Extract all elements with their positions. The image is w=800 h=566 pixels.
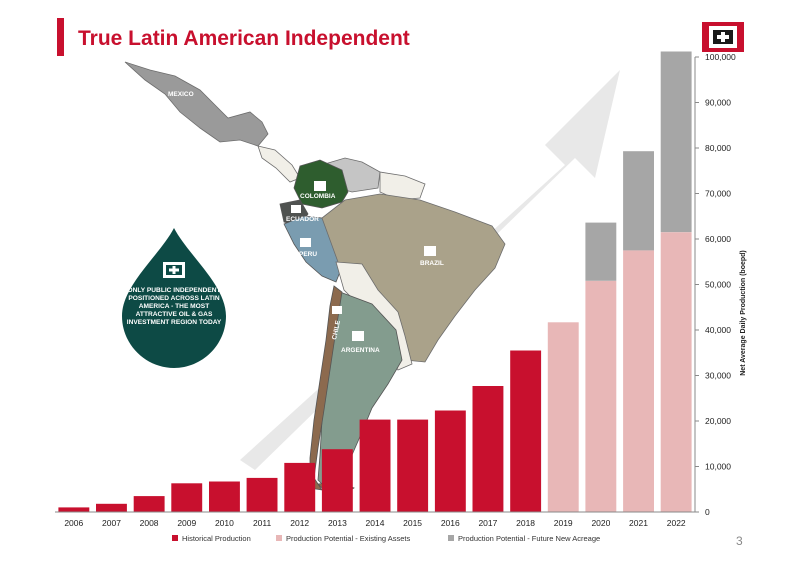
bar-2016-series-0 — [434, 410, 466, 512]
map-labels: MEXICO COLOMBIA ECUADOR PERU BRAZIL CHIL… — [168, 91, 444, 354]
bar-2020-series-1 — [585, 280, 617, 512]
bar-2010-series-0 — [209, 481, 240, 512]
bar-2021-series-1 — [623, 250, 654, 512]
callout-droplet — [122, 228, 226, 368]
label-brazil: BRAZIL — [420, 260, 444, 267]
label-chile: CHILE — [331, 319, 342, 340]
y-tick-label: 30,000 — [705, 371, 731, 381]
bar-2020-series-2 — [585, 222, 617, 281]
title-accent-bar — [57, 18, 64, 56]
y-tick-label: 100,000 — [705, 52, 736, 62]
x-tick-label-2014: 2014 — [366, 518, 385, 528]
bar-2022-series-1 — [660, 232, 692, 512]
peru-marker-icon — [300, 238, 311, 247]
bar-2007-series-0 — [96, 503, 127, 512]
x-tick-label-2021: 2021 — [629, 518, 648, 528]
map-mexico — [124, 61, 269, 147]
y-tick-label: 40,000 — [705, 325, 731, 335]
bar-2022-series-2 — [660, 51, 692, 233]
bar-2009-series-0 — [171, 483, 203, 512]
callout-text: ONLY PUBLIC INDEPENDENT POSITIONED ACROS… — [126, 287, 222, 326]
page-title: True Latin American Independent — [78, 27, 410, 50]
y-tick-label: 80,000 — [705, 143, 731, 153]
label-ecuador: ECUADOR — [286, 216, 319, 223]
bar-2006-series-0 — [58, 507, 90, 512]
bar-2018-series-0 — [510, 350, 542, 512]
x-tick-label-2012: 2012 — [290, 518, 309, 528]
x-tick-label-2017: 2017 — [478, 518, 497, 528]
y-tick-label: 50,000 — [705, 280, 731, 290]
bar-2021-series-2 — [623, 151, 654, 251]
y-axis-tick-labels: 0 10,000 20,000 30,000 40,000 50,000 60,000 70,… — [695, 52, 736, 517]
bar-2019-series-1 — [547, 322, 579, 512]
x-tick-label-2016: 2016 — [441, 518, 460, 528]
latin-america-map — [124, 61, 506, 495]
bar-2008-series-0 — [133, 496, 165, 512]
bar-2012-series-0 — [284, 462, 316, 512]
company-logo-icon — [702, 22, 744, 52]
legend-swatch-2 — [448, 535, 454, 541]
x-tick-label-2008: 2008 — [140, 518, 159, 528]
argentina-marker-icon — [352, 331, 364, 341]
label-mexico: MEXICO — [168, 91, 194, 98]
legend-swatch-0 — [172, 535, 178, 541]
x-axis-tick-labels: 2006 2007 2008 2009 2010 2011 2012 2013 2014 2015… — [64, 518, 686, 528]
label-peru: PERU — [299, 251, 317, 258]
y-tick-label: 20,000 — [705, 416, 731, 426]
bar-2015-series-0 — [397, 419, 429, 512]
bar-2017-series-0 — [472, 386, 504, 512]
page-number: 3 — [736, 534, 743, 548]
x-tick-label-2006: 2006 — [64, 518, 83, 528]
ecuador-marker-icon — [291, 205, 301, 213]
bar-2013-series-0 — [321, 449, 353, 512]
y-tick-label: 70,000 — [705, 189, 731, 199]
x-tick-label-2007: 2007 — [102, 518, 121, 528]
x-tick-label-2011: 2011 — [253, 518, 272, 528]
legend-swatch-1 — [276, 535, 282, 541]
map-central-america — [257, 145, 301, 183]
chart-legend: Historical Production Production Potentia… — [172, 534, 600, 543]
brazil-marker-icon — [424, 246, 436, 256]
y-tick-label: 90,000 — [705, 98, 731, 108]
x-tick-label-2018: 2018 — [516, 518, 535, 528]
legend-label-2: Production Potential - Future New Acreag… — [458, 534, 600, 543]
x-tick-label-2009: 2009 — [177, 518, 196, 528]
y-axis-label: Net Average Daily Production (boepd) — [740, 250, 747, 376]
x-tick-label-2019: 2019 — [554, 518, 573, 528]
label-argentina: ARGENTINA — [341, 347, 380, 354]
bar-2011-series-0 — [246, 477, 278, 512]
droplet-logo-icon — [163, 262, 185, 278]
growth-arrow — [240, 70, 620, 470]
x-tick-label-2010: 2010 — [215, 518, 234, 528]
y-tick-label: 60,000 — [705, 234, 731, 244]
x-tick-label-2013: 2013 — [328, 518, 347, 528]
y-tick-label: 0 — [705, 507, 710, 517]
bar-series-group — [58, 51, 692, 512]
map-guianas — [379, 171, 426, 201]
label-colombia: COLOMBIA — [300, 193, 336, 200]
y-tick-label: 10,000 — [705, 462, 731, 472]
colombia-marker-icon — [314, 181, 326, 191]
legend-label-0: Historical Production — [182, 534, 251, 543]
chile-marker-icon — [332, 306, 342, 314]
x-tick-label-2022: 2022 — [667, 518, 686, 528]
bar-2014-series-0 — [359, 419, 391, 512]
map-markers — [291, 181, 436, 341]
x-tick-label-2020: 2020 — [591, 518, 610, 528]
legend-label-1: Production Potential - Existing Assets — [286, 534, 410, 543]
x-tick-label-2015: 2015 — [403, 518, 422, 528]
